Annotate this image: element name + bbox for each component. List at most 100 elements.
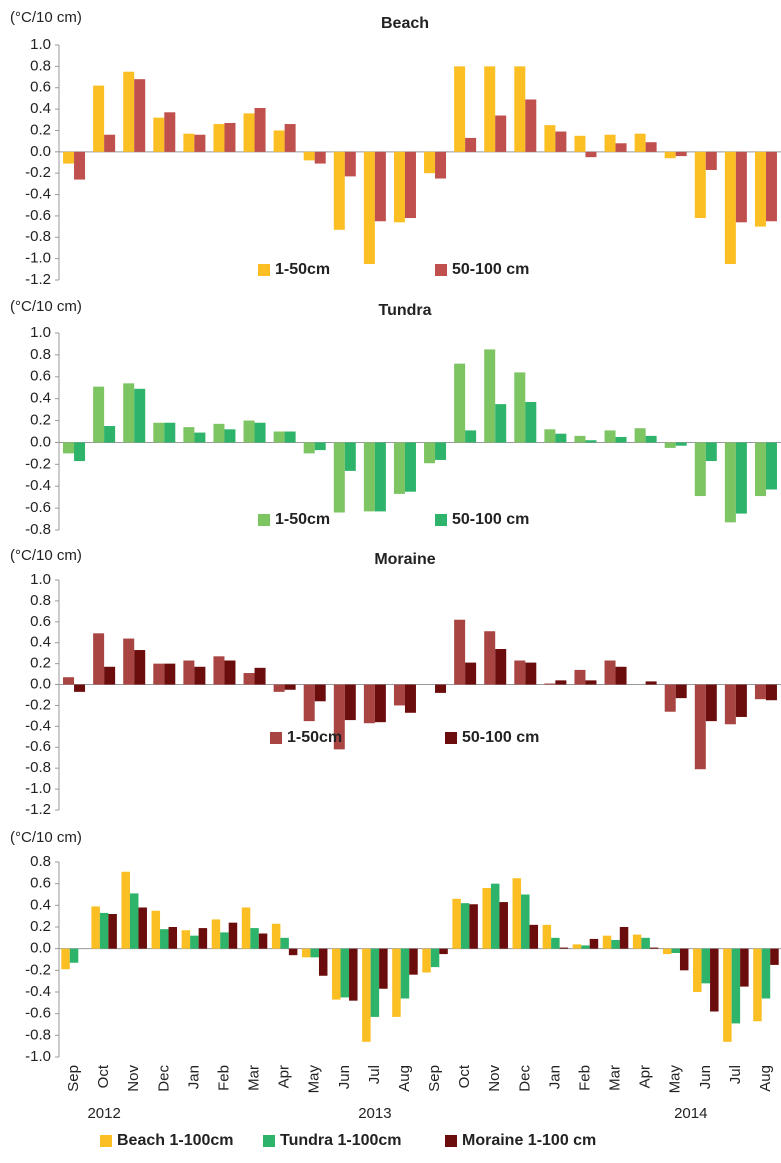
bar <box>93 386 105 443</box>
bar <box>664 442 676 448</box>
bar <box>392 948 401 1017</box>
x-tick-label: Apr <box>276 1065 293 1088</box>
legend-label: 50-100 cm <box>462 729 539 746</box>
x-tick-label: May <box>306 1065 323 1094</box>
bar <box>544 125 556 152</box>
bar <box>512 878 522 949</box>
bar <box>544 683 556 685</box>
bar <box>675 151 687 157</box>
bar <box>273 431 285 443</box>
bar <box>484 349 496 443</box>
bar <box>344 151 356 177</box>
bar <box>344 442 356 471</box>
bar <box>318 948 328 976</box>
y-tick-label: -0.2 <box>25 455 51 472</box>
bar <box>529 924 539 949</box>
bar <box>765 442 777 490</box>
bar <box>409 948 418 975</box>
bar <box>662 948 672 955</box>
bar <box>404 151 416 219</box>
bar <box>645 142 657 152</box>
bar <box>243 673 255 685</box>
y-tick-label: 0.0 <box>30 940 51 957</box>
bar <box>213 656 225 685</box>
bar <box>435 442 447 460</box>
x-tick-label: Nov <box>125 1065 142 1092</box>
year-label: 2014 <box>674 1105 707 1122</box>
y-tick-label: -0.2 <box>25 961 51 978</box>
y-tick-label: 0.2 <box>30 918 51 935</box>
bar <box>183 133 195 152</box>
bar <box>284 124 296 152</box>
bar <box>424 151 436 174</box>
y-tick-label: -1.0 <box>25 780 51 797</box>
bar <box>333 151 345 230</box>
legend-swatch <box>263 1135 275 1147</box>
bar <box>694 151 706 219</box>
bar <box>123 638 135 685</box>
x-tick-label: Feb <box>576 1065 593 1091</box>
legend-label: 1-50cm <box>287 729 342 746</box>
bar <box>74 442 86 462</box>
bar <box>465 137 477 152</box>
bar <box>190 935 199 949</box>
bar <box>243 113 255 152</box>
y-tick-label: 0.8 <box>30 57 51 74</box>
y-unit-label: (°C/10 cm) <box>10 829 82 846</box>
legend-swatch <box>445 1135 457 1147</box>
bar <box>611 940 620 949</box>
bar <box>393 684 405 706</box>
x-tick-label: Apr <box>637 1065 654 1088</box>
bar <box>121 871 130 949</box>
bar <box>393 151 405 223</box>
bar <box>724 684 736 725</box>
bar <box>435 151 447 179</box>
bar <box>153 422 165 443</box>
bar <box>314 151 326 164</box>
y-tick-label: -1.2 <box>25 271 51 288</box>
bar <box>641 937 650 949</box>
bar <box>211 919 221 949</box>
y-tick-label: -0.6 <box>25 499 51 516</box>
y-unit-label: (°C/10 cm) <box>10 298 82 315</box>
bar <box>525 662 537 685</box>
bar <box>422 948 431 973</box>
bar <box>490 883 500 949</box>
bar <box>314 684 326 702</box>
x-tick-label: Mar <box>607 1065 624 1091</box>
bar <box>679 948 689 971</box>
bar <box>363 442 375 512</box>
y-tick-label: 0.6 <box>30 368 51 385</box>
bar <box>469 904 478 949</box>
bar <box>134 79 146 152</box>
bar <box>615 436 627 443</box>
legend-swatch <box>445 732 457 744</box>
x-tick-label: Aug <box>396 1065 413 1092</box>
bar <box>164 112 176 152</box>
y-unit-label: (°C/10 cm) <box>10 9 82 26</box>
bar <box>765 684 777 701</box>
bar <box>284 684 296 690</box>
x-tick-label: Oct <box>95 1064 112 1088</box>
bar <box>333 442 345 513</box>
bar <box>574 669 586 685</box>
x-tick-label: May <box>667 1065 684 1094</box>
y-tick-label: -1.2 <box>25 801 51 818</box>
x-tick-label: Nov <box>486 1065 503 1092</box>
year-label: 2013 <box>358 1105 391 1122</box>
bar <box>400 948 410 999</box>
bar <box>108 914 117 949</box>
bar <box>454 66 466 152</box>
bar <box>604 430 616 443</box>
bar <box>664 684 676 712</box>
bar <box>181 930 191 949</box>
x-tick-label: Feb <box>215 1065 232 1091</box>
bar <box>194 134 206 152</box>
bar <box>765 151 777 222</box>
bar <box>754 442 766 497</box>
bar <box>544 429 556 443</box>
bar <box>104 666 116 685</box>
bar <box>370 948 380 1017</box>
bar <box>634 133 646 152</box>
